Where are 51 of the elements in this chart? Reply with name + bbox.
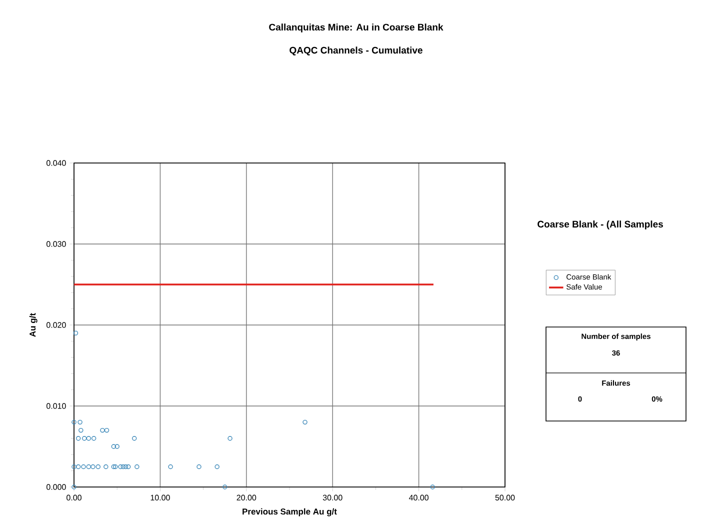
point xyxy=(168,464,173,470)
point xyxy=(73,330,78,336)
point xyxy=(126,464,131,470)
y-tick-label: 0.040 xyxy=(46,160,66,166)
point xyxy=(114,444,120,449)
point xyxy=(76,464,81,470)
chart-subtitle: QAQC Channels - Cumulative xyxy=(290,46,422,56)
point xyxy=(86,436,92,441)
point xyxy=(78,420,82,425)
chart-title: Callanquitas Mine: Au in Coarse Blank xyxy=(269,24,444,32)
point xyxy=(228,436,232,441)
point xyxy=(134,464,140,470)
y-tick-label: 0.030 xyxy=(46,241,66,247)
point xyxy=(104,464,108,470)
point xyxy=(118,464,123,470)
point xyxy=(72,484,76,490)
point xyxy=(78,428,84,433)
point xyxy=(214,464,220,470)
x-tick-label: 30.00 xyxy=(322,494,342,500)
point xyxy=(113,464,118,470)
point xyxy=(96,464,100,470)
point xyxy=(82,436,87,441)
x-tick-label: 10.00 xyxy=(150,494,170,500)
point xyxy=(222,484,228,490)
x-tick-label: 40.00 xyxy=(408,494,428,500)
point xyxy=(196,464,202,470)
point xyxy=(72,464,76,470)
y-tick-label: 0.000 xyxy=(46,484,66,490)
point xyxy=(120,464,126,470)
y-axis-title: Au g/t xyxy=(29,313,38,337)
point xyxy=(111,444,116,449)
point xyxy=(302,420,308,425)
point xyxy=(86,464,92,470)
x-tick-label: 50.00 xyxy=(495,494,515,500)
point xyxy=(76,436,81,441)
point xyxy=(90,464,96,470)
x-tick-label: 0.00 xyxy=(66,494,82,500)
point xyxy=(100,428,105,433)
y-tick-label: 0.020 xyxy=(46,322,66,328)
point xyxy=(430,484,435,490)
point xyxy=(91,436,96,441)
y-tick-label: 0.010 xyxy=(46,403,66,409)
point xyxy=(72,420,76,425)
point xyxy=(111,464,116,470)
x-axis-title: Previous Sample Au g/t xyxy=(242,508,337,516)
point xyxy=(123,464,128,470)
text: Coarse Blank - (All Samples xyxy=(538,220,663,230)
x-tick-label: 20.00 xyxy=(236,494,256,500)
point xyxy=(132,436,137,441)
point xyxy=(104,428,110,433)
point xyxy=(81,464,86,470)
